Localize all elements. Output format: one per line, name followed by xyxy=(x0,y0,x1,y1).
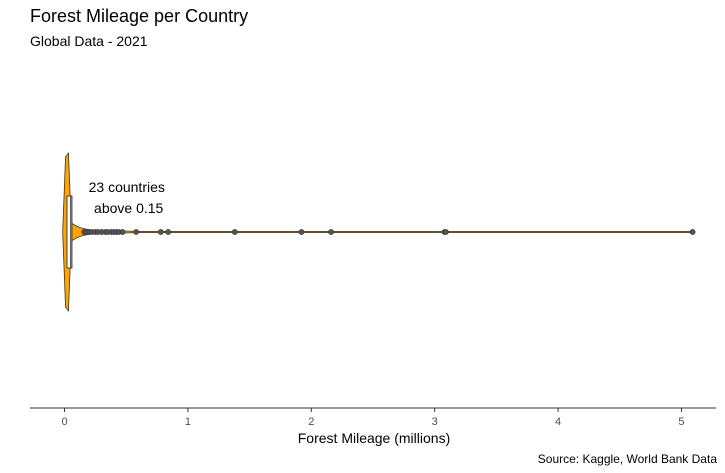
x-tick-label-4: 4 xyxy=(555,416,561,428)
x-tick-label-3: 3 xyxy=(432,416,438,428)
box-iqr xyxy=(66,195,73,269)
data-point-19 xyxy=(328,229,334,235)
annotation-line-1: 23 countries xyxy=(89,179,165,195)
source-caption: Source: Kaggle, World Bank Data xyxy=(537,452,717,466)
box-layer xyxy=(66,195,73,269)
x-tick-label-1: 1 xyxy=(185,416,191,428)
x-tick-label-5: 5 xyxy=(678,416,684,428)
annotation: 23 countries above 0.15 xyxy=(89,179,169,216)
data-point-16 xyxy=(165,229,172,235)
data-point-13 xyxy=(119,229,126,235)
chart-title: Forest Mileage per Country xyxy=(30,6,249,26)
x-tick-label-2: 2 xyxy=(308,416,314,428)
chart-subtitle: Global Data - 2021 xyxy=(30,33,148,49)
data-point-14 xyxy=(133,229,140,235)
x-axis-title: Forest Mileage (millions) xyxy=(298,430,450,446)
x-tick-label-0: 0 xyxy=(61,416,67,428)
data-point-21 xyxy=(442,229,449,235)
violin-layer xyxy=(62,152,693,312)
points-layer xyxy=(81,229,696,235)
annotation-line-2: above 0.15 xyxy=(94,200,163,216)
data-point-15 xyxy=(157,229,164,235)
x-axis: 0 1 2 3 4 5 xyxy=(30,407,716,428)
data-point-22 xyxy=(689,229,696,235)
data-point-18 xyxy=(298,229,305,235)
violin-shape xyxy=(62,152,693,312)
data-point-17 xyxy=(231,229,238,235)
